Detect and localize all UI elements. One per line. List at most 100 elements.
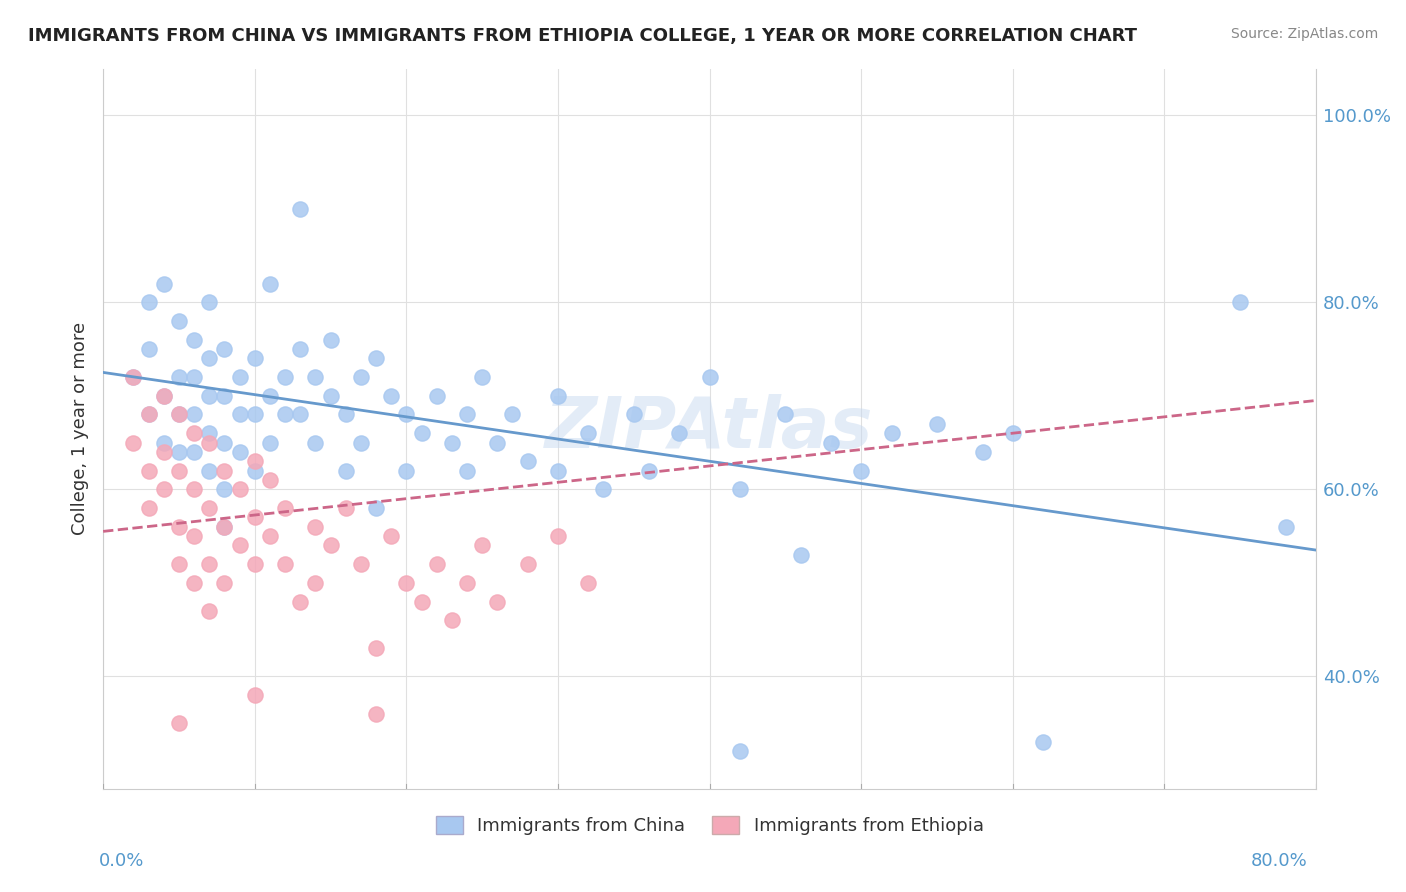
Point: [152, 277, 174, 291]
Point: [228, 408, 250, 422]
Point: [198, 464, 221, 478]
Point: [198, 389, 221, 403]
Point: [228, 445, 250, 459]
Point: [214, 435, 236, 450]
Point: [198, 426, 221, 441]
Point: [728, 744, 751, 758]
Point: [350, 370, 373, 384]
Point: [243, 688, 266, 702]
Point: [290, 594, 312, 608]
Point: [471, 370, 494, 384]
Point: [198, 557, 221, 571]
Point: [471, 538, 494, 552]
Point: [274, 370, 297, 384]
Point: [122, 435, 145, 450]
Point: [183, 408, 205, 422]
Point: [290, 342, 312, 356]
Y-axis label: College, 1 year or more: College, 1 year or more: [72, 322, 89, 535]
Text: ZIPAtlas: ZIPAtlas: [546, 394, 875, 463]
Point: [183, 575, 205, 590]
Point: [138, 408, 160, 422]
Point: [167, 408, 190, 422]
Point: [1001, 426, 1024, 441]
Point: [380, 529, 402, 543]
Point: [350, 435, 373, 450]
Point: [183, 445, 205, 459]
Point: [138, 295, 160, 310]
Point: [486, 594, 509, 608]
Point: [152, 389, 174, 403]
Point: [228, 370, 250, 384]
Point: [547, 529, 569, 543]
Point: [426, 557, 449, 571]
Point: [198, 435, 221, 450]
Legend: Immigrants from China, Immigrants from Ethiopia: Immigrants from China, Immigrants from E…: [426, 807, 993, 845]
Point: [138, 501, 160, 516]
Point: [426, 389, 449, 403]
Point: [335, 501, 357, 516]
Point: [167, 370, 190, 384]
Point: [1032, 735, 1054, 749]
Point: [183, 529, 205, 543]
Point: [547, 389, 569, 403]
Point: [138, 342, 160, 356]
Point: [243, 408, 266, 422]
Point: [290, 202, 312, 216]
Point: [198, 351, 221, 366]
Point: [122, 370, 145, 384]
Point: [486, 435, 509, 450]
Point: [576, 575, 599, 590]
Point: [502, 408, 524, 422]
Point: [364, 351, 387, 366]
Point: [214, 464, 236, 478]
Point: [440, 435, 463, 450]
Point: [259, 277, 281, 291]
Point: [259, 435, 281, 450]
Point: [516, 557, 538, 571]
Point: [638, 464, 661, 478]
Point: [775, 408, 797, 422]
Point: [274, 501, 297, 516]
Point: [214, 519, 236, 533]
Point: [411, 426, 433, 441]
Point: [167, 464, 190, 478]
Point: [183, 370, 205, 384]
Point: [243, 510, 266, 524]
Point: [350, 557, 373, 571]
Point: [789, 548, 811, 562]
Point: [623, 408, 645, 422]
Point: [592, 483, 614, 497]
Point: [335, 464, 357, 478]
Text: 80.0%: 80.0%: [1251, 852, 1308, 870]
Point: [576, 426, 599, 441]
Point: [728, 483, 751, 497]
Point: [380, 389, 402, 403]
Point: [259, 529, 281, 543]
Point: [456, 464, 478, 478]
Point: [547, 464, 569, 478]
Text: IMMIGRANTS FROM CHINA VS IMMIGRANTS FROM ETHIOPIA COLLEGE, 1 YEAR OR MORE CORREL: IMMIGRANTS FROM CHINA VS IMMIGRANTS FROM…: [28, 27, 1137, 45]
Point: [456, 575, 478, 590]
Point: [122, 370, 145, 384]
Point: [335, 408, 357, 422]
Point: [243, 557, 266, 571]
Point: [440, 613, 463, 627]
Point: [411, 594, 433, 608]
Point: [167, 314, 190, 328]
Point: [167, 408, 190, 422]
Point: [183, 426, 205, 441]
Point: [668, 426, 690, 441]
Point: [167, 445, 190, 459]
Point: [243, 454, 266, 468]
Point: [214, 483, 236, 497]
Point: [183, 483, 205, 497]
Point: [274, 557, 297, 571]
Point: [290, 408, 312, 422]
Point: [259, 389, 281, 403]
Point: [183, 333, 205, 347]
Point: [304, 519, 326, 533]
Point: [820, 435, 842, 450]
Point: [198, 604, 221, 618]
Point: [274, 408, 297, 422]
Point: [138, 464, 160, 478]
